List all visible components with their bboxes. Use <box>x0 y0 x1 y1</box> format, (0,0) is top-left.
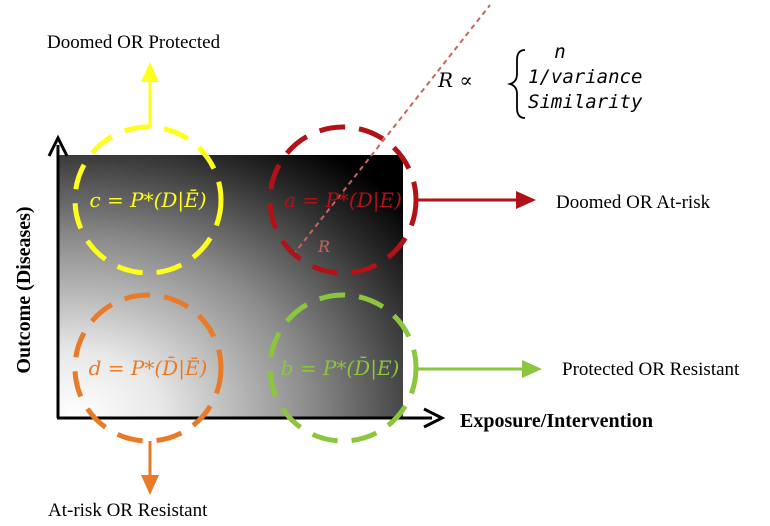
cell-c-text: c = P*(D|Ē) <box>89 188 206 213</box>
arrow-down-head <box>141 475 159 495</box>
y-axis-arrowhead <box>47 134 69 157</box>
arrow-b-head <box>522 360 542 378</box>
arrow-up-head <box>141 62 159 82</box>
cell-a-text: a = P*(D|E) <box>284 188 402 213</box>
formula-line-2: 1/variance <box>528 66 642 88</box>
label-right-a: Doomed OR At-risk <box>556 192 711 213</box>
arrow-a-head <box>516 191 536 209</box>
y-axis-label: Outcome (Diseases) <box>13 206 35 373</box>
formula-lhs: R ∝ <box>437 68 473 92</box>
formula-line-1: n <box>554 41 565 63</box>
cell-c-circle <box>72 124 224 276</box>
x-axis-label: Exposure/Intervention <box>460 410 653 432</box>
radius-label: R <box>317 237 330 256</box>
cell-d-circle <box>72 292 224 444</box>
formula-line-3: Similarity <box>528 91 643 113</box>
radius-line <box>292 4 491 256</box>
label-right-b: Protected OR Resistant <box>562 359 740 380</box>
label-top: Doomed OR Protected <box>47 32 221 53</box>
cell-d-text: d = P*(D̄|Ē) <box>89 355 208 381</box>
formula-brace <box>506 49 526 119</box>
gradient-quadrant <box>58 155 403 417</box>
x-axis-arrowhead <box>423 407 446 429</box>
cell-b-text: b = P*(D̄|E) <box>281 355 400 381</box>
label-bottom: At-risk OR Resistant <box>48 500 208 521</box>
